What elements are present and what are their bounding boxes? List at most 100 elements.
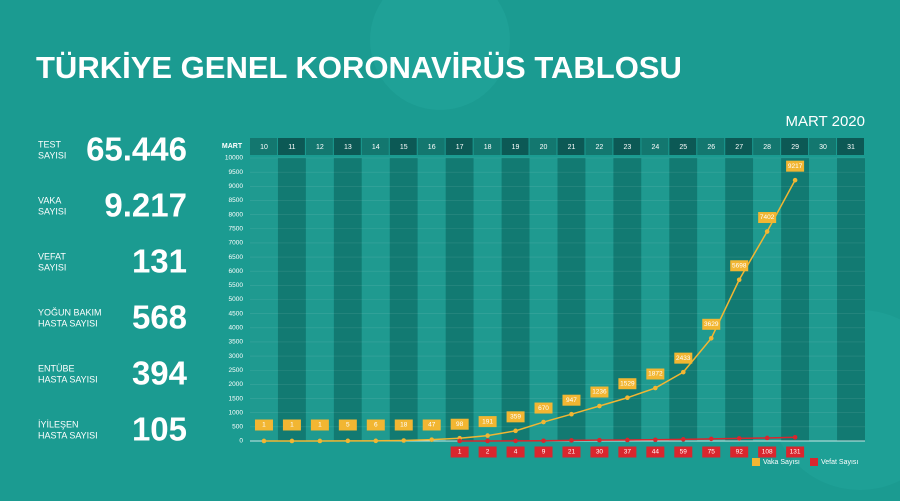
value-label: 108 [762,449,773,456]
x-tick-label: 27 [735,144,743,151]
header-cell [641,138,669,155]
value-label: 9 [542,449,546,456]
value-label-box [758,212,777,224]
column [361,158,390,441]
x-tick-label: 16 [428,144,436,151]
value-label: 947 [566,397,577,404]
value-label: 37 [624,449,632,456]
point [401,438,407,443]
x-tick-label: 21 [568,144,576,151]
x-tick-label: 22 [596,144,604,151]
point [597,437,602,443]
column [557,158,586,441]
x-tick-label: 28 [763,144,771,151]
stat-value: 568 [132,299,187,336]
series-line [263,179,796,442]
value-label-box [254,419,273,431]
y-tick-label: 5000 [229,296,244,303]
point [764,435,770,441]
value-label: 98 [456,421,464,428]
value-label: 1872 [648,371,663,378]
stat-value: 131 [132,243,187,280]
x-tick-label: 14 [372,144,380,151]
value-label: 191 [482,418,493,425]
x-tick-label: 12 [316,144,324,151]
stat-label: TEST [38,139,62,149]
value-label-box [590,386,609,398]
y-tick-label: 5500 [229,282,244,289]
stat-label: VAKA [38,195,61,205]
value-label-box [310,419,329,431]
value-label-box [702,318,721,330]
y-tick-label: 8500 [229,197,244,204]
point [736,277,742,283]
y-tick-label: 7500 [229,225,244,232]
value-label-box [506,446,525,458]
value-label-box [562,394,581,406]
header-cell [613,138,641,155]
header-cell [445,138,473,155]
x-tick-label: 26 [707,144,715,151]
value-label-box [450,418,469,430]
value-label: 670 [538,405,549,412]
page-title: TÜRKİYE GENEL KORONAVİRÜS TABLOSU [36,50,682,85]
stat-label: HASTA SAYISI [38,430,98,440]
x-tick-label: 17 [456,144,464,151]
point [708,436,714,442]
header-cell [837,138,864,155]
value-label-box [730,260,749,272]
stat-value: 394 [132,355,188,392]
point [345,438,351,444]
stat-value: 65.446 [86,131,187,168]
value-label: 3629 [704,321,719,328]
value-label: 5698 [732,262,747,269]
column [250,158,278,441]
header-cell [361,138,389,155]
point [541,419,546,425]
value-label-box [562,446,581,458]
column [389,158,418,441]
value-label-box [534,446,553,458]
value-label-box [674,352,693,364]
x-tick-label: 20 [540,144,548,151]
header-cell [277,138,305,155]
point [680,437,686,442]
header-cell [529,138,557,155]
column [809,158,838,441]
point [569,411,574,417]
legend-swatch [752,458,760,466]
header-cell [417,138,445,155]
value-label-box [702,446,721,458]
point [597,403,602,409]
point [764,229,770,234]
legend-swatch [810,458,818,466]
column [529,158,558,441]
header-cell [725,138,753,155]
y-tick-label: 0 [239,438,243,445]
legend-label: Vaka Sayısı [763,459,800,466]
point [261,438,267,444]
point [569,438,574,443]
stat-label: SAYISI [38,206,66,216]
value-label: 5 [346,422,350,429]
value-label: 21 [568,449,576,456]
chart-subtitle: MART 2020 [786,113,866,130]
x-tick-label: 25 [679,144,687,151]
value-label: 1 [262,422,266,429]
point [485,438,490,444]
y-tick-label: 4500 [229,310,244,317]
column [781,158,810,441]
point [429,437,435,442]
point [708,335,714,341]
y-tick-label: 2000 [229,381,244,388]
point [317,438,323,444]
value-label-box [646,368,665,380]
value-label-box [618,446,637,458]
value-label-box [506,411,525,423]
value-label: 1 [458,449,462,456]
y-tick-label: 4000 [229,325,244,332]
value-label: 359 [510,414,521,421]
point [792,434,798,440]
point [680,369,686,375]
